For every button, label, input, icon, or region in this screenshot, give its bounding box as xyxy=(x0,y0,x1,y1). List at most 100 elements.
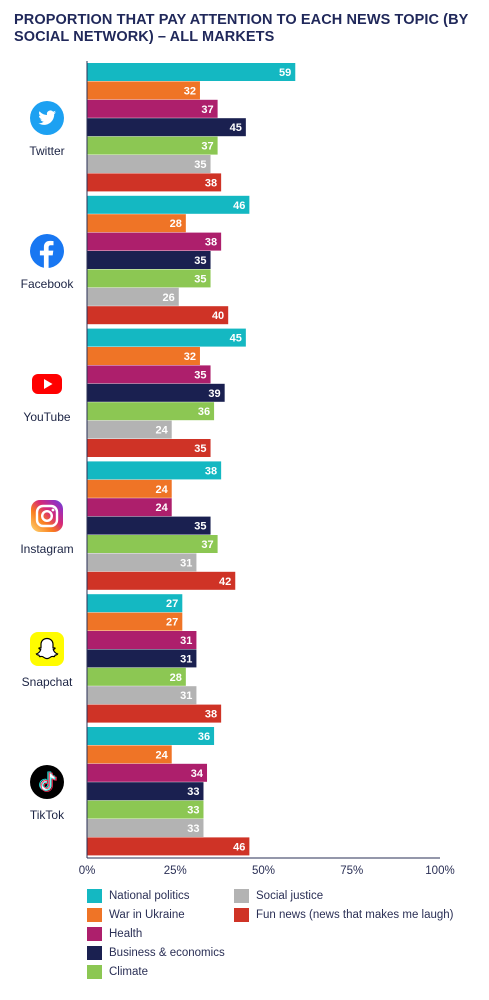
bar xyxy=(87,195,250,214)
data-label: 34 xyxy=(191,768,204,780)
data-label: 38 xyxy=(205,709,217,721)
bar xyxy=(87,704,222,723)
bar xyxy=(87,727,215,745)
data-label: 24 xyxy=(155,425,168,437)
x-tick-label: 0% xyxy=(79,865,96,877)
legend-label: Fun news (news that makes me laugh) xyxy=(256,909,454,921)
data-label: 31 xyxy=(180,690,192,702)
youtube-icon xyxy=(29,366,65,402)
bar xyxy=(87,594,183,613)
data-label: 35 xyxy=(194,369,206,381)
data-label: 33 xyxy=(187,805,199,817)
bar xyxy=(87,365,211,384)
bar xyxy=(87,763,208,782)
legend-swatch xyxy=(87,927,102,941)
data-label: 32 xyxy=(184,85,196,97)
data-label: 28 xyxy=(170,218,182,230)
legend-label: Health xyxy=(109,928,143,940)
bar xyxy=(87,214,186,233)
legend-label: Business & economics xyxy=(109,947,225,959)
legend-swatch xyxy=(87,889,102,903)
instagram-icon xyxy=(29,498,65,534)
legend-item: Business & economics xyxy=(87,945,225,961)
bar xyxy=(87,461,222,480)
bar xyxy=(87,667,186,686)
bar xyxy=(87,819,204,837)
bar xyxy=(87,837,250,856)
bar xyxy=(87,155,211,173)
network-label: Snapchat xyxy=(21,675,73,690)
legend-swatch xyxy=(87,946,102,960)
bar xyxy=(87,251,211,269)
data-label: 38 xyxy=(205,237,217,249)
bar xyxy=(87,173,222,192)
data-label: 33 xyxy=(187,786,199,798)
data-label: 28 xyxy=(170,672,182,684)
bar xyxy=(87,631,197,649)
bar xyxy=(87,118,246,137)
network-label: TikTok xyxy=(29,808,65,822)
bar xyxy=(87,800,204,819)
data-label: 27 xyxy=(166,598,178,610)
data-label: 45 xyxy=(230,122,242,134)
legend-item: Fun news (news that makes me laugh) xyxy=(234,907,454,923)
data-label: 59 xyxy=(279,67,291,79)
x-tick-label: 50% xyxy=(252,865,275,877)
legend-swatch xyxy=(87,965,102,979)
legend-item: Health xyxy=(87,926,142,942)
data-label: 35 xyxy=(194,255,206,267)
legend-swatch xyxy=(234,889,249,903)
bar xyxy=(87,516,211,535)
data-label: 35 xyxy=(194,521,206,533)
legend-swatch xyxy=(234,908,249,922)
data-label: 31 xyxy=(180,557,192,569)
data-label: 38 xyxy=(205,177,217,189)
bar xyxy=(87,347,200,365)
data-label: 40 xyxy=(212,310,224,322)
snapchat-icon xyxy=(29,631,65,667)
legend-item: National politics xyxy=(87,888,190,904)
data-label: 38 xyxy=(205,465,217,477)
data-label: 37 xyxy=(201,539,213,551)
bar xyxy=(87,232,222,251)
legend-swatch xyxy=(87,908,102,922)
x-tick-label: 25% xyxy=(164,865,187,877)
bar xyxy=(87,63,296,81)
bar xyxy=(87,649,197,668)
bar xyxy=(87,402,215,421)
bar xyxy=(87,535,218,553)
data-label: 39 xyxy=(208,388,220,400)
bar xyxy=(87,136,218,155)
data-label: 24 xyxy=(155,749,168,761)
data-label: 27 xyxy=(166,617,178,629)
bar xyxy=(87,612,183,631)
bar xyxy=(87,383,225,402)
network-label: Twitter xyxy=(29,144,65,158)
twitter-icon xyxy=(29,100,65,136)
bar xyxy=(87,81,200,100)
data-label: 33 xyxy=(187,823,199,835)
x-tick-label: 75% xyxy=(340,865,363,877)
bar xyxy=(87,306,229,325)
bar xyxy=(87,782,204,801)
data-label: 35 xyxy=(194,273,206,285)
bar xyxy=(87,287,179,306)
bar xyxy=(87,745,172,764)
data-label: 31 xyxy=(180,653,192,665)
data-label: 31 xyxy=(180,635,192,647)
data-label: 42 xyxy=(219,576,231,588)
tiktok-icon xyxy=(29,764,65,800)
bar xyxy=(87,328,246,347)
legend-label: Climate xyxy=(109,966,148,978)
data-label: 35 xyxy=(194,159,206,171)
bar xyxy=(87,420,172,439)
data-label: 24 xyxy=(155,502,168,514)
network-label: YouTube xyxy=(23,409,71,424)
data-label: 45 xyxy=(230,333,242,345)
bar xyxy=(87,571,236,590)
data-label: 35 xyxy=(194,443,206,455)
network-label: Instagram xyxy=(20,542,74,557)
network-label: Facebook xyxy=(20,276,74,291)
data-label: 36 xyxy=(198,731,210,743)
data-label: 24 xyxy=(155,484,168,496)
